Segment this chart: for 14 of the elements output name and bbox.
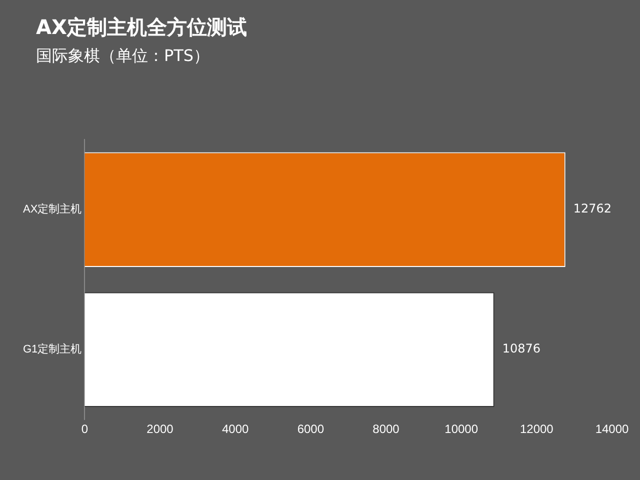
data-label: 12762 — [573, 202, 612, 216]
x-tick-label: 2000 — [146, 422, 174, 436]
chart-title: AX定制主机全方位测试 — [36, 14, 247, 41]
x-tick-label: 12000 — [520, 422, 554, 436]
x-tick-label: 8000 — [372, 422, 400, 436]
y-tick-label: AX定制主机 — [22, 202, 82, 216]
x-tick-label: 6000 — [297, 422, 324, 436]
x-tick-label: 14000 — [595, 422, 630, 436]
x-tick-label: 10000 — [444, 422, 478, 436]
x-tick-label: 4000 — [222, 422, 250, 436]
chart-subtitle: 国际象棋（单位：PTS） — [36, 46, 210, 67]
y-tick-label: G1定制主机 — [22, 342, 82, 356]
x-tick-label: 0 — [81, 422, 88, 436]
data-label: 10876 — [502, 342, 541, 356]
